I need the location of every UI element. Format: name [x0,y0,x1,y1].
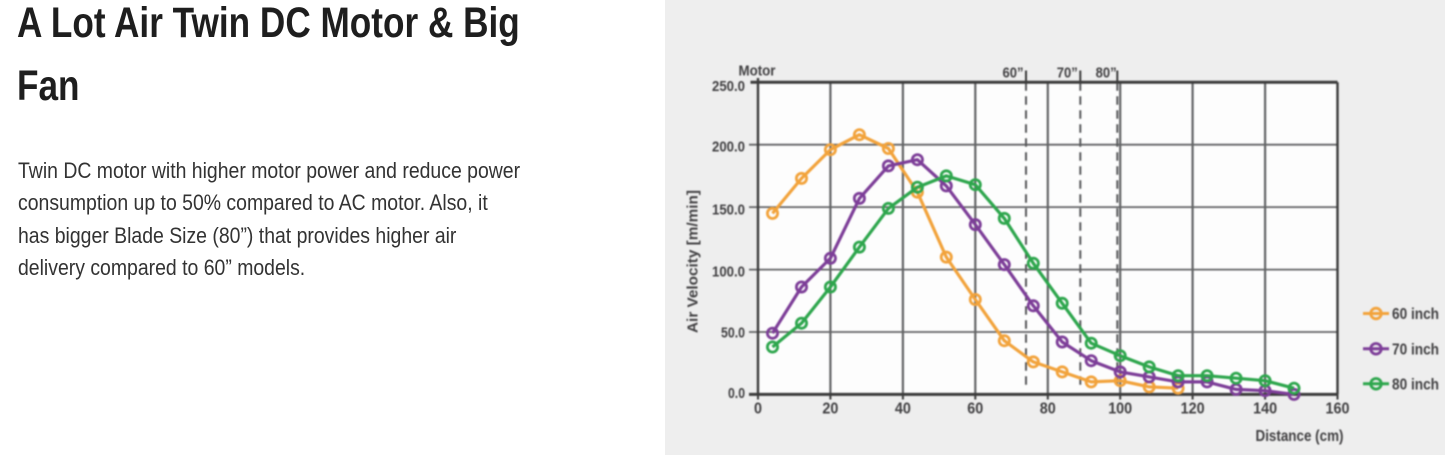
svg-text:60 inch: 60 inch [1392,306,1439,323]
svg-text:0: 0 [754,401,762,418]
svg-text:Distance (cm): Distance (cm) [1256,428,1344,445]
svg-text:60: 60 [967,401,983,418]
svg-text:160: 160 [1326,401,1350,418]
svg-text:50.0: 50.0 [721,325,745,342]
svg-text:80 inch: 80 inch [1392,376,1439,393]
svg-text:70”: 70” [1057,65,1078,82]
svg-text:100: 100 [1108,401,1132,418]
svg-text:40: 40 [895,401,911,418]
svg-text:120: 120 [1181,401,1205,418]
svg-text:250.0: 250.0 [712,78,745,95]
svg-text:150.0: 150.0 [712,202,745,219]
svg-text:70 inch: 70 inch [1392,341,1439,358]
svg-text:100.0: 100.0 [712,263,745,280]
svg-text:Motor: Motor [739,63,776,80]
svg-text:Air Velocity [m/min]: Air Velocity [m/min] [685,190,702,333]
svg-text:140: 140 [1253,401,1277,418]
svg-text:60”: 60” [1003,65,1024,82]
svg-text:0.0: 0.0 [728,385,745,402]
svg-text:80: 80 [1040,401,1056,418]
svg-text:20: 20 [822,401,838,418]
svg-text:200.0: 200.0 [712,139,745,156]
svg-text:80”: 80” [1096,65,1117,82]
